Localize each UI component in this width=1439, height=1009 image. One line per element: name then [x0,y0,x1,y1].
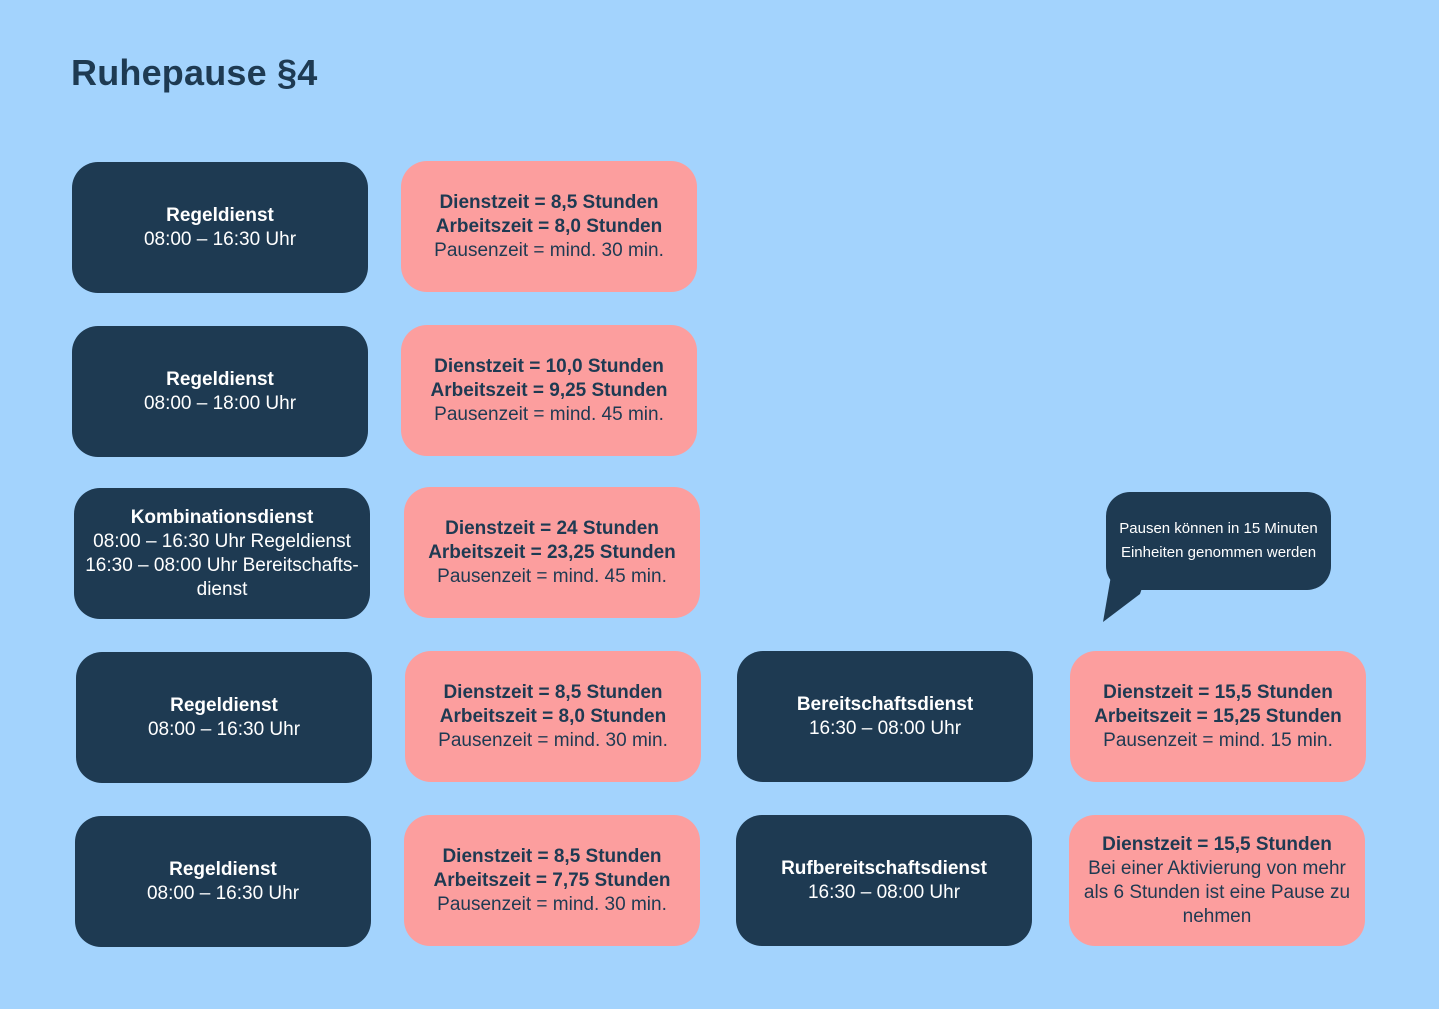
dienstzeit-text: Dienstzeit = 24 Stunden [445,517,659,539]
dienstzeit-text: Dienstzeit = 10,0 Stunden [434,355,664,377]
shift-name: Regeldienst [169,858,277,880]
dienstzeit-text: Dienstzeit = 15,5 Stunden [1103,681,1333,703]
shift-time: 16:30 – 08:00 Uhr [808,717,962,739]
time-box-3: Dienstzeit = 24 Stunden Arbeitszeit = 23… [404,487,700,618]
shift-box-regeldienst-5: Regeldienst 08:00 – 16:30 Uhr [75,816,371,947]
arbeitszeit-text: Arbeitszeit = 15,25 Stunden [1094,705,1342,727]
time-box-bereitschaftsdienst: Dienstzeit = 15,5 Stunden Arbeitszeit = … [1070,651,1366,782]
note-line-1: Pausen können in 15 Minuten [1119,520,1318,537]
pausenzeit-text: Pausenzeit = mind. 30 min. [434,239,664,261]
arbeitszeit-text: Arbeitszeit = 7,75 Stunden [433,869,671,891]
page-title: Ruhepause §4 [71,52,318,93]
shift-name: Bereitschaftsdienst [796,693,974,715]
shift-name: Regeldienst [166,204,274,226]
pausenzeit-text: Pausenzeit = mind. 30 min. [437,893,667,915]
time-box-5: Dienstzeit = 8,5 Stunden Arbeitszeit = 7… [404,815,700,946]
note-line-2: Einheiten genommen werden [1120,544,1317,561]
shift-time: 08:00 – 16:30 Uhr [143,228,297,250]
activation-note-line-1: Bei einer Aktivierung von mehr [1088,857,1346,879]
shift-time-line-2: 16:30 – 08:00 Uhr Bereitschafts- [85,554,359,576]
time-box-rufbereitschaftsdienst: Dienstzeit = 15,5 Stunden Bei einer Akti… [1069,815,1365,946]
shift-time: 08:00 – 16:30 Uhr [146,882,300,904]
shift-name: Regeldienst [170,694,278,716]
arbeitszeit-text: Arbeitszeit = 8,0 Stunden [439,705,667,727]
time-box-2: Dienstzeit = 10,0 Stunden Arbeitszeit = … [401,325,697,456]
pausenzeit-text: Pausenzeit = mind. 30 min. [438,729,668,751]
shift-box-regeldienst-2: Regeldienst 08:00 – 18:00 Uhr [72,326,368,457]
shift-time-line-3: dienst [196,578,248,600]
shift-box-regeldienst-4: Regeldienst 08:00 – 16:30 Uhr [76,652,372,783]
shift-box-regeldienst-1: Regeldienst 08:00 – 16:30 Uhr [72,162,368,293]
activation-note-line-3: nehmen [1182,905,1252,927]
shift-time: 16:30 – 08:00 Uhr [807,881,961,903]
activation-note-line-2: als 6 Stunden ist eine Pause zu [1083,881,1351,903]
time-box-4: Dienstzeit = 8,5 Stunden Arbeitszeit = 8… [405,651,701,782]
shift-time: 08:00 – 18:00 Uhr [143,392,297,414]
dienstzeit-text: Dienstzeit = 8,5 Stunden [443,681,663,703]
time-box-1: Dienstzeit = 8,5 Stunden Arbeitszeit = 8… [401,161,697,292]
arbeitszeit-text: Arbeitszeit = 9,25 Stunden [430,379,668,401]
shift-name: Regeldienst [166,368,274,390]
pausenzeit-text: Pausenzeit = mind. 45 min. [434,403,664,425]
arbeitszeit-text: Arbeitszeit = 23,25 Stunden [428,541,676,563]
pausenzeit-text: Pausenzeit = mind. 15 min. [1103,729,1333,751]
dienstzeit-text: Dienstzeit = 8,5 Stunden [439,191,659,213]
shift-box-kombinationsdienst: Kombinationsdienst 08:00 – 16:30 Uhr Reg… [74,488,370,619]
arbeitszeit-text: Arbeitszeit = 8,0 Stunden [435,215,663,237]
dienstzeit-text: Dienstzeit = 8,5 Stunden [442,845,662,867]
shift-name: Rufbereitschaftsdienst [781,857,987,879]
shift-time: 08:00 – 16:30 Uhr [147,718,301,740]
shift-time-line-1: 08:00 – 16:30 Uhr Regeldienst [93,530,351,552]
note-bubble: Pausen können in 15 Minuten Einheiten ge… [1106,492,1331,590]
shift-name: Kombinationsdienst [130,506,314,528]
shift-box-bereitschaftsdienst: Bereitschaftsdienst 16:30 – 08:00 Uhr [737,651,1033,782]
pausenzeit-text: Pausenzeit = mind. 45 min. [437,565,667,587]
shift-box-rufbereitschaftsdienst: Rufbereitschaftsdienst 16:30 – 08:00 Uhr [736,815,1032,946]
dienstzeit-text: Dienstzeit = 15,5 Stunden [1102,833,1332,855]
